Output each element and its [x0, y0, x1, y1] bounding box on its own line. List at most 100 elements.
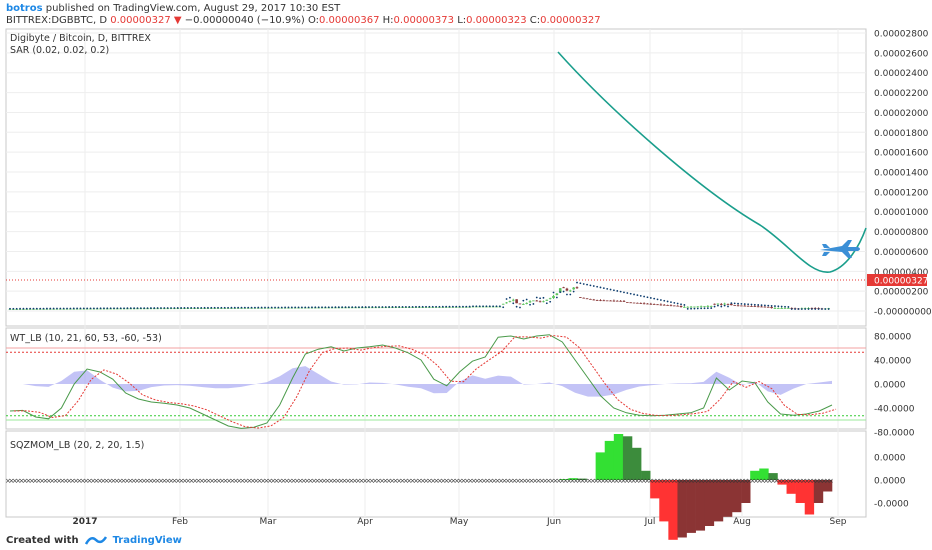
sqz-cross: × [614, 477, 620, 485]
candle-body [532, 300, 535, 302]
sar-dot [327, 306, 330, 309]
candle-body [622, 301, 626, 302]
candle-body [646, 303, 649, 305]
sar-dot [384, 306, 387, 308]
sar-dot [552, 291, 555, 294]
sar-dot [153, 307, 156, 309]
candle-body [753, 306, 757, 308]
candle-body [743, 305, 747, 307]
high-value: 0.00000373 [393, 15, 454, 26]
sqz-cross: × [15, 477, 21, 485]
sar-dot [730, 302, 733, 305]
sar-dot [492, 305, 495, 308]
change-value: −0.00000040 (−10.9%) [184, 15, 305, 26]
sar-dot [737, 302, 739, 305]
sar-dot [290, 306, 293, 309]
sar-dot [663, 299, 666, 302]
sqz-cross: × [46, 477, 52, 485]
sar-dot [646, 296, 649, 299]
sqz-cross: × [814, 477, 820, 485]
sqz-cross: × [654, 477, 660, 485]
sqz-cross: × [49, 477, 55, 485]
footer: Created with TradingView [6, 534, 182, 546]
sqz-tick-label: 0.0000 [874, 454, 906, 464]
sar-dot [706, 307, 709, 310]
price-tick-label: 0.00002600 [874, 49, 929, 59]
sqz-cross: × [236, 477, 242, 485]
sar-dot [676, 302, 679, 305]
last-price-tag-label: 0.00000327 [874, 277, 928, 287]
candle-body [619, 300, 622, 302]
candle-body [689, 306, 693, 308]
sar-dot [673, 301, 676, 304]
sar-dot [280, 306, 283, 309]
sqz-cross: × [369, 477, 375, 485]
sar-dot [243, 306, 246, 309]
sar-dot [76, 307, 79, 310]
close-label: C: [529, 15, 541, 26]
sqz-cross: × [712, 477, 718, 485]
sqz-cross: × [420, 477, 426, 485]
price-title: Digibyte / Bitcoin, D, BITTREX [10, 33, 151, 44]
sqz-cross: × [641, 477, 647, 485]
sar-dot [304, 306, 307, 309]
candle-body [582, 297, 586, 299]
sar-dot [15, 307, 18, 310]
candle-body [783, 308, 787, 309]
candle-body [525, 302, 528, 304]
sar-dot [270, 306, 273, 309]
sar-dot [455, 305, 458, 308]
brand-link[interactable]: TradingView [112, 534, 182, 546]
sqz-layer: ××××××××××××××××××××××××××××××××××××××××… [5, 434, 834, 540]
sar-dot [532, 303, 535, 305]
sar-dot [777, 305, 780, 308]
sqz-cross: × [29, 477, 35, 485]
sar-dot [787, 306, 790, 308]
x-tick-label: Jul [644, 517, 656, 527]
wt2-line [13, 335, 837, 429]
sar-dot [133, 307, 136, 310]
author-link[interactable]: botros [6, 3, 43, 14]
sar-dot [596, 285, 599, 288]
candle-body [733, 305, 737, 307]
sar-dot [562, 290, 565, 293]
sqz-cross: × [345, 477, 351, 485]
sqz-bar [695, 480, 706, 531]
sqz-cross: × [253, 477, 259, 485]
sqz-cross: × [277, 477, 283, 485]
price-tick-label: 0.00002800 [874, 30, 929, 40]
sqz-cross: × [70, 477, 76, 485]
sqz-cross: × [495, 477, 501, 485]
candle-body [592, 299, 596, 301]
sqz-cross: × [787, 477, 793, 485]
sar-dot [680, 303, 682, 306]
sqz-bar [641, 470, 651, 480]
sqz-cross: × [76, 477, 82, 485]
sar-dot [539, 297, 542, 300]
sar-dot [763, 304, 766, 307]
price-pane [5, 28, 867, 327]
sqz-cross: × [178, 477, 184, 485]
sar-dot [475, 305, 478, 308]
sqz-cross: × [382, 477, 388, 485]
sqz-bar [595, 452, 606, 480]
x-tick-label: Aug [733, 517, 751, 527]
last-price: 0.00000327 [110, 15, 171, 26]
sqz-tick-label: 0.0000 [874, 477, 906, 487]
sqz-cross: × [566, 477, 572, 485]
candle-body [575, 287, 579, 289]
sqz-cross: × [25, 477, 31, 485]
sqz-cross: × [284, 477, 290, 485]
sar-dot [82, 307, 85, 310]
sqz-cross: × [678, 477, 684, 485]
sar-dot [743, 303, 746, 305]
sqz-cross: × [600, 477, 606, 485]
sqz-cross: × [260, 477, 266, 485]
sqz-cross: × [603, 477, 609, 485]
sqz-cross: × [423, 477, 429, 485]
sqz-cross: × [243, 477, 249, 485]
sar-dot [347, 306, 350, 309]
sar-dot [720, 305, 723, 308]
sar-dot [807, 308, 810, 310]
